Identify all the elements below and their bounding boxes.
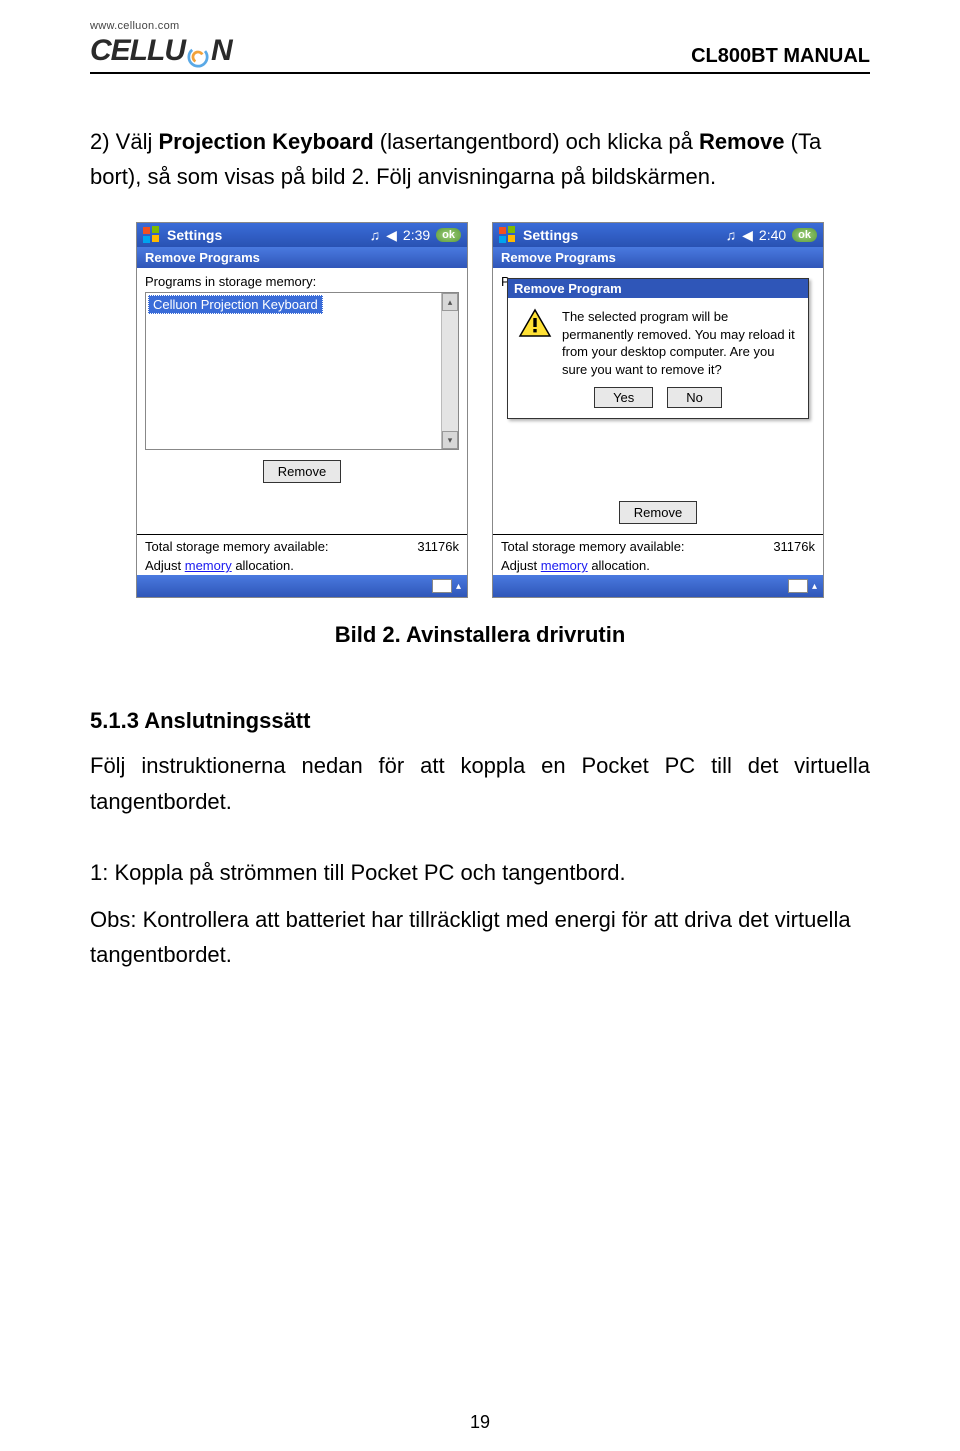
taskbar-right: ♫ ◀ 2:40 ok	[726, 227, 817, 244]
remove-button[interactable]: Remove	[619, 501, 697, 524]
adjust-post: allocation.	[588, 558, 650, 573]
dialog-message: The selected program will be permanently…	[562, 308, 798, 378]
ss-footer: Total storage memory available: 31176k A…	[493, 534, 823, 575]
taskbar-title: Settings	[523, 227, 578, 243]
menu-up-icon[interactable]: ▴	[456, 581, 461, 592]
section-heading: 5.1.3 Anslutningssätt	[90, 708, 870, 734]
ss-footer: Total storage memory available: 31176k A…	[137, 534, 467, 575]
section-para: Följ instruktionerna nedan för att koppl…	[90, 748, 870, 818]
menu-up-icon[interactable]: ▴	[812, 581, 817, 592]
signal-icon: ♫	[370, 227, 381, 243]
taskbar-time: 2:39	[403, 227, 430, 243]
adjust-memory-line: Adjust memory allocation.	[145, 558, 294, 573]
keyboard-icon[interactable]	[432, 579, 452, 593]
para1-bold1: Projection Keyboard	[158, 129, 373, 154]
adjust-memory-line: Adjust memory allocation.	[501, 558, 650, 573]
paragraph-1: 2) Välj Projection Keyboard (lasertangen…	[90, 124, 870, 194]
logo-text-post: N	[211, 34, 232, 68]
programs-listbox[interactable]: Celluon Projection Keyboard ▴ ▾	[145, 292, 459, 450]
screenshots-row: Settings ♫ ◀ 2:39 ok Remove Programs Pro…	[90, 222, 870, 598]
speaker-icon: ◀	[386, 227, 397, 244]
taskbar-title: Settings	[167, 227, 222, 243]
logo: CELLU N	[90, 34, 232, 68]
logo-text-pre: CELLU	[90, 34, 185, 68]
remove-button[interactable]: Remove	[263, 460, 341, 483]
ss-bottombar: ▴	[493, 575, 823, 597]
ss-taskbar: Settings ♫ ◀ 2:39 ok	[137, 223, 467, 247]
manual-title: CL800BT MANUAL	[691, 45, 870, 68]
ss-body: Pr Remove Program The selected program w…	[493, 268, 823, 534]
ss-taskbar: Settings ♫ ◀ 2:40 ok	[493, 223, 823, 247]
para1-bold2: Remove	[699, 129, 785, 154]
window-title: Remove Programs	[493, 247, 823, 268]
memory-link[interactable]: memory	[541, 558, 588, 573]
signal-icon: ♫	[726, 227, 737, 243]
taskbar-time: 2:40	[759, 227, 786, 243]
window-title: Remove Programs	[137, 247, 467, 268]
header-left: www.celluon.com CELLU N	[90, 20, 232, 68]
adjust-post: allocation.	[232, 558, 294, 573]
scrollbar[interactable]: ▴ ▾	[441, 293, 458, 449]
storage-label: Total storage memory available:	[501, 539, 685, 554]
windows-flag-icon	[143, 226, 161, 244]
ok-button[interactable]: ok	[792, 228, 817, 242]
step-1: 1: Koppla på strömmen till Pocket PC och…	[90, 855, 870, 890]
page-number: 19	[0, 1412, 960, 1433]
storage-value: 31176k	[773, 539, 815, 554]
keyboard-icon[interactable]	[788, 579, 808, 593]
storage-label: Total storage memory available:	[145, 539, 329, 554]
ok-button[interactable]: ok	[436, 228, 461, 242]
storage-value: 31176k	[417, 539, 459, 554]
no-button[interactable]: No	[667, 387, 722, 408]
warning-icon	[518, 308, 552, 338]
memory-link[interactable]: memory	[185, 558, 232, 573]
ss-bottombar: ▴	[137, 575, 467, 597]
note-para: Obs: Kontrollera att batteriet har tillr…	[90, 902, 870, 972]
dialog-title: Remove Program	[508, 279, 808, 298]
speaker-icon: ◀	[742, 227, 753, 244]
list-item[interactable]: Celluon Projection Keyboard	[148, 295, 323, 314]
confirm-dialog: Remove Program The selected program will…	[507, 278, 809, 418]
taskbar-right: ♫ ◀ 2:39 ok	[370, 227, 461, 244]
adjust-pre: Adjust	[145, 558, 185, 573]
para1-mid: (lasertangentbord) och klicka på	[374, 129, 699, 154]
screenshot-left: Settings ♫ ◀ 2:39 ok Remove Programs Pro…	[136, 222, 468, 598]
windows-flag-icon	[499, 226, 517, 244]
header-url: www.celluon.com	[90, 20, 179, 32]
yes-button[interactable]: Yes	[594, 387, 653, 408]
logo-swirl-icon	[187, 42, 209, 64]
ss-body: Programs in storage memory: Celluon Proj…	[137, 268, 467, 534]
scroll-down-button[interactable]: ▾	[442, 431, 458, 449]
figure-caption: Bild 2. Avinstallera drivrutin	[90, 622, 870, 648]
adjust-pre: Adjust	[501, 558, 541, 573]
page: www.celluon.com CELLU N CL800BT MANUAL 2…	[0, 0, 960, 1451]
scroll-up-button[interactable]: ▴	[442, 293, 458, 311]
screenshot-right: Settings ♫ ◀ 2:40 ok Remove Programs Pr …	[492, 222, 824, 598]
para1-prefix: 2) Välj	[90, 129, 158, 154]
page-header: www.celluon.com CELLU N CL800BT MANUAL	[90, 20, 870, 74]
programs-label: Programs in storage memory:	[145, 274, 459, 289]
